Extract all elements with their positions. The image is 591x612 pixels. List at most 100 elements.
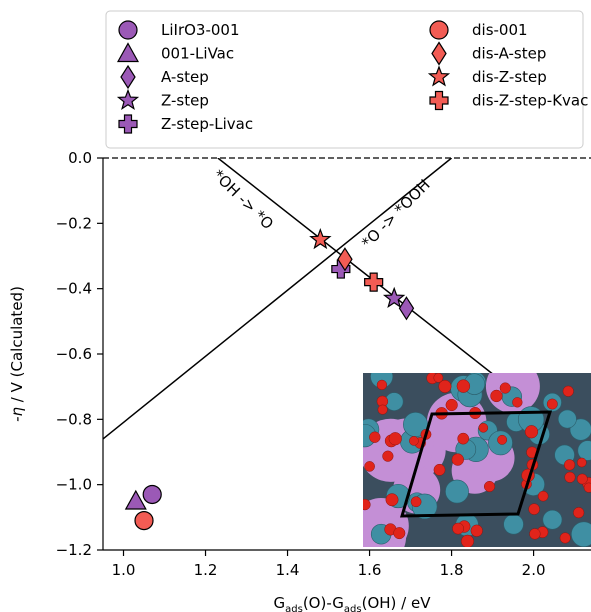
data-point-001-livac [124,489,147,510]
legend-marker [116,42,140,63]
legend-item: A-step [120,64,209,90]
data-point-a-step [398,296,415,321]
data-point-dis-z-step-kvac [364,272,384,292]
y-tick-label: −0.2 [56,214,92,232]
inset-atom [445,479,469,504]
legend-label: A-step [161,68,209,86]
inset-atom [433,373,444,383]
inset-atom [460,534,475,547]
x-tick-label: 1.8 [440,561,464,579]
inset-atom [499,382,511,394]
legend-marker [429,90,449,111]
legend-item: dis-A-step [431,41,546,66]
volcano-lines [103,158,522,440]
legend-marker [118,20,138,40]
inset-atom [445,398,458,412]
inset-atom [451,453,464,466]
inset-atom [528,503,540,515]
inset-atom [571,521,591,547]
legend-label: dis-Z-step-Kvac [472,92,588,110]
inset-atom [410,496,422,508]
inset-atom [364,461,375,472]
legend-marker [116,88,140,110]
line-label-oh-to-o: *OH -> *O [209,166,277,233]
inset-atom [537,490,549,502]
inset-atom [376,379,388,391]
legend-item: Z-step [116,88,209,110]
inset-atom [557,409,577,429]
inset-atom [483,480,496,493]
legend-item: 001-LiVac [116,42,234,63]
inset-atom [576,473,588,485]
x-tick-label: 1.6 [358,561,382,579]
line-label-o-to-ooh: *O -> *OOH [358,176,434,252]
legend-item: dis-Z-step [427,65,547,87]
inset-atom [470,524,483,537]
data-point-z-step [382,286,406,308]
unit-cell-outline [399,410,553,518]
inset-atom [382,450,394,462]
inset-atom [497,434,508,445]
inset-structure-image [363,373,591,547]
inset-atom [564,471,576,483]
data-point-dis-001 [134,510,154,531]
legend-marker [118,114,138,134]
legend-label: LiIrO3-001 [161,21,240,39]
legend-label: Z-step [161,92,209,110]
inset-atom [569,418,591,441]
legend-item: LiIrO3-001 [118,20,240,40]
legend-item: Z-step-Livac [118,114,253,134]
data-points [124,227,415,531]
legend-label: dis-Z-step [472,68,547,86]
data-point-liiro3-001 [142,484,162,505]
inset-atom [577,440,591,461]
legend-label: 001-LiVac [161,45,234,63]
x-tick-label: 1.2 [194,561,218,579]
inset-atom [512,397,523,408]
inset-atom [490,389,503,403]
data-point-dis-a-step [337,247,353,272]
y-tick-label: −0.6 [56,345,92,363]
inset-atom [546,398,558,410]
y-axis-label: -η / V (Calculated) [8,286,26,422]
inset-atom [478,422,489,433]
x-tick-label: 2.0 [522,561,546,579]
inset-atom [576,457,587,468]
inset-atom [409,436,419,446]
y-tick-label: −0.4 [56,280,92,298]
inset-atom [438,379,452,393]
inset-atom [563,459,576,471]
legend-frame [105,10,584,149]
inset-atom [529,528,541,540]
legend-item: dis-001 [429,20,528,40]
inset-atom [363,498,371,511]
legend-label: dis-001 [472,21,528,39]
legend-marker [429,20,449,40]
inset-atom [573,507,585,519]
data-point-dis-z-step [309,227,332,250]
x-axis-label: Gads(O)-Gads(OH) / eV [274,594,432,612]
axis-ticks: 1.0 1.2 1.4 1.6 1.8 2.0 0.0 −0.2 −0.4 −0.6 −0.8 −1.… [56,149,546,579]
inset-atom [433,463,446,476]
y-tick-label: −1.2 [56,541,92,559]
y-tick-label: −0.8 [56,410,92,428]
legend-label: dis-A-step [472,45,546,63]
inset-atom [562,385,574,397]
x-tick-label: 1.0 [112,561,136,579]
inset-atom [559,532,571,544]
x-tick-label: 1.4 [276,561,300,579]
inset-atom [503,514,524,535]
inset-atom [385,493,399,507]
volcano-line-2 [103,158,453,440]
inset-atom [369,431,381,443]
legend-marker [120,64,136,90]
volcano-line-1 [217,158,522,398]
inset-atom [377,404,388,415]
inset-atom [524,425,539,439]
legend-marker [427,65,451,87]
inset-atom [393,527,406,540]
inset-atom [388,432,402,446]
inset-atom [542,509,563,530]
inset-atom [452,522,464,535]
